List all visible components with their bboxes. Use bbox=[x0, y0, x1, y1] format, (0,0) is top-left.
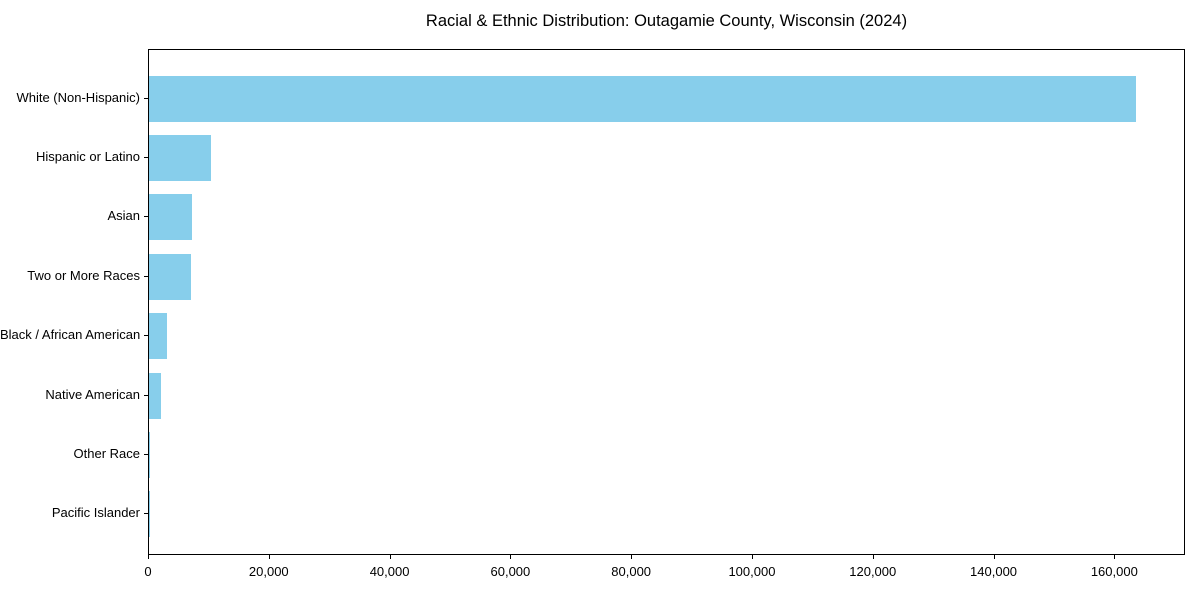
chart-title: Racial & Ethnic Distribution: Outagamie … bbox=[425, 12, 908, 30]
y-tick-label: Hispanic or Latino bbox=[35, 148, 140, 164]
y-tick-mark bbox=[144, 156, 148, 158]
y-tick-mark bbox=[144, 335, 148, 337]
x-tick-mark bbox=[751, 555, 753, 559]
x-tick-label: 120,000 bbox=[849, 564, 897, 579]
x-tick-label: 60,000 bbox=[490, 564, 531, 579]
bar bbox=[149, 194, 193, 241]
x-tick-mark bbox=[389, 555, 391, 559]
bar bbox=[149, 75, 1137, 122]
y-tick-mark bbox=[144, 97, 148, 99]
bar bbox=[149, 372, 162, 419]
y-tick-mark bbox=[144, 216, 148, 218]
x-tick-mark bbox=[872, 555, 874, 559]
y-tick-mark bbox=[144, 394, 148, 396]
y-tick-label: Black / African American bbox=[0, 327, 141, 343]
bar bbox=[149, 313, 167, 360]
y-tick-label: White (Non-Hispanic) bbox=[16, 89, 140, 105]
y-tick-label: Pacific Islander bbox=[51, 505, 140, 521]
y-tick-label: Two or More Races bbox=[27, 267, 140, 283]
x-tick-mark bbox=[510, 555, 512, 559]
y-tick-mark bbox=[144, 275, 148, 277]
y-tick-label: Native American bbox=[45, 386, 140, 402]
x-tick-label: 160,000 bbox=[1090, 564, 1138, 579]
y-tick-label: Asian bbox=[107, 208, 140, 224]
x-tick-mark bbox=[268, 555, 270, 559]
x-tick-label: 40,000 bbox=[369, 564, 410, 579]
x-tick-mark bbox=[993, 555, 995, 559]
bar bbox=[149, 431, 151, 478]
x-tick-mark bbox=[631, 555, 633, 559]
bar bbox=[149, 134, 211, 181]
x-tick-label: 80,000 bbox=[611, 564, 652, 579]
x-tick-label: 20,000 bbox=[248, 564, 289, 579]
y-tick-label: Other Race bbox=[73, 445, 140, 461]
x-tick-mark bbox=[1114, 555, 1116, 559]
plot-area bbox=[148, 49, 1185, 555]
bar bbox=[149, 253, 191, 300]
x-tick-label: 0 bbox=[144, 564, 152, 579]
y-tick-mark bbox=[144, 453, 148, 455]
x-tick-mark bbox=[148, 555, 149, 559]
x-tick-label: 140,000 bbox=[970, 564, 1018, 579]
y-tick-mark bbox=[144, 513, 148, 515]
x-tick-label: 100,000 bbox=[728, 564, 776, 579]
